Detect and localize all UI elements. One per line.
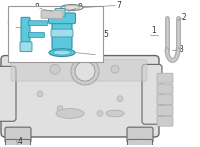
FancyBboxPatch shape (128, 139, 153, 147)
Text: 5: 5 (104, 30, 108, 40)
FancyBboxPatch shape (5, 127, 31, 143)
FancyBboxPatch shape (157, 116, 173, 126)
Text: 7: 7 (117, 1, 121, 10)
Text: 10: 10 (6, 22, 16, 31)
FancyBboxPatch shape (20, 42, 32, 52)
FancyBboxPatch shape (51, 29, 73, 37)
FancyBboxPatch shape (142, 64, 162, 124)
Text: 1: 1 (152, 26, 156, 35)
FancyBboxPatch shape (48, 13, 76, 24)
Circle shape (57, 106, 63, 111)
FancyBboxPatch shape (157, 95, 173, 105)
Ellipse shape (106, 110, 124, 117)
Text: 8: 8 (35, 3, 39, 12)
Ellipse shape (64, 6, 80, 9)
Circle shape (71, 57, 99, 85)
FancyBboxPatch shape (157, 84, 173, 94)
FancyBboxPatch shape (6, 139, 30, 147)
FancyBboxPatch shape (8, 6, 103, 62)
Text: 3: 3 (179, 45, 183, 54)
Circle shape (111, 65, 119, 73)
FancyBboxPatch shape (11, 60, 147, 81)
Text: 4: 4 (18, 137, 22, 146)
FancyBboxPatch shape (55, 9, 65, 16)
FancyBboxPatch shape (1, 56, 159, 137)
FancyBboxPatch shape (157, 73, 173, 83)
Circle shape (117, 96, 123, 102)
Text: 6: 6 (97, 52, 101, 61)
FancyBboxPatch shape (41, 10, 63, 18)
FancyBboxPatch shape (29, 32, 44, 37)
Text: 2: 2 (182, 13, 186, 22)
FancyBboxPatch shape (127, 127, 153, 143)
FancyBboxPatch shape (29, 21, 48, 26)
Circle shape (37, 91, 43, 97)
FancyBboxPatch shape (157, 106, 173, 115)
Ellipse shape (53, 50, 71, 55)
Ellipse shape (56, 108, 84, 118)
Circle shape (75, 61, 95, 81)
Circle shape (97, 111, 103, 116)
Text: 9: 9 (78, 3, 82, 12)
FancyBboxPatch shape (21, 17, 30, 44)
FancyBboxPatch shape (52, 18, 72, 50)
FancyBboxPatch shape (0, 66, 16, 121)
Circle shape (50, 64, 60, 74)
Ellipse shape (49, 49, 75, 57)
